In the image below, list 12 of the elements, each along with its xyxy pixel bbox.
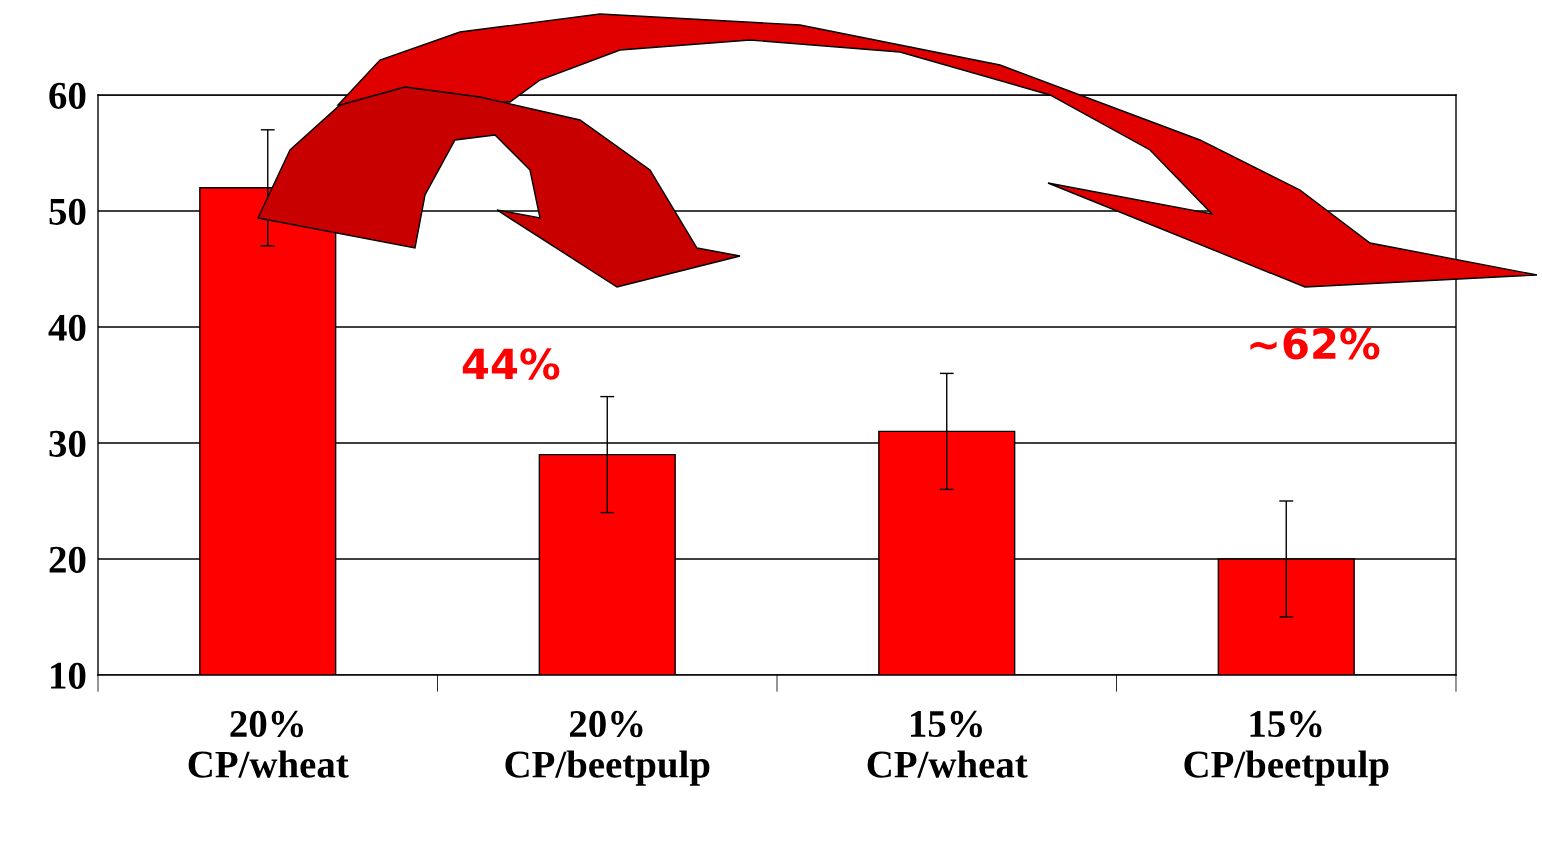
x-tick-label: 15% CP/beetpulp [1184, 710, 1389, 786]
annotation: 44% [462, 348, 560, 380]
x-tick-label: 15% CP/wheat [867, 710, 1028, 778]
x-tick-label: 20% CP/wheat [188, 710, 349, 778]
y-tick-label: 10 [51, 662, 86, 689]
y-tick-label: 40 [48, 314, 86, 341]
y-tick-label: 50 [49, 198, 86, 225]
y-tick-label: 30 [49, 430, 86, 457]
y-tick-label: 60 [49, 82, 86, 109]
x-tick-label: 20% CP/beetpulp [505, 710, 710, 786]
annotation: ~62% [1250, 327, 1380, 360]
y-tick-label: 20 [49, 546, 86, 573]
